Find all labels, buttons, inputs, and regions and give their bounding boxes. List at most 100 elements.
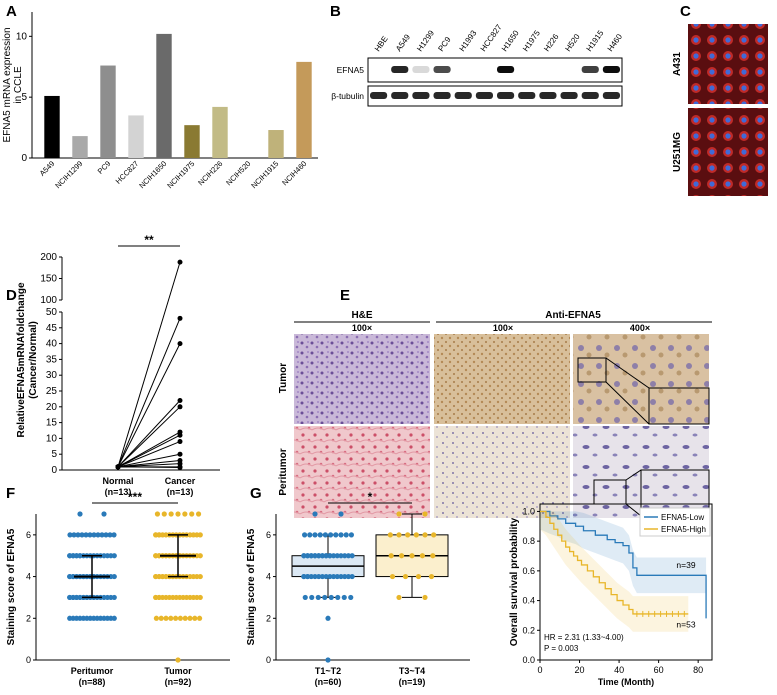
- lane-label: H226: [542, 32, 561, 53]
- data-point: [430, 553, 436, 559]
- data-point: [187, 615, 193, 621]
- blot-tubulin-frame: [367, 85, 623, 107]
- panel-e-ihc-images: H&E Anti-EFNA5 100× 100× 400× Tumor Peritumor: [278, 310, 712, 518]
- data-point: [197, 594, 203, 601]
- y-tick-label: 0: [21, 153, 27, 164]
- data-point: [301, 553, 307, 559]
- y-tick-label: 2: [26, 613, 31, 623]
- mag-label-3: 400×: [630, 323, 650, 333]
- data-point: [99, 532, 105, 538]
- panel-label-b: B: [330, 3, 341, 20]
- data-point: [431, 532, 437, 538]
- significance-text: *: [368, 490, 373, 504]
- lane-label: H1299: [415, 28, 436, 53]
- zoom-box-small-tumor: [577, 357, 607, 383]
- data-point: [402, 573, 409, 580]
- x-tick-label-1-line0: Tumor: [164, 666, 192, 676]
- data-point: [328, 532, 334, 538]
- data-point: [396, 532, 402, 538]
- data-point: [168, 511, 174, 517]
- pair-line: [117, 343, 181, 468]
- panel-d-paired-plot: 05101520253035404550100150200Normal(n=13…: [16, 233, 220, 497]
- data-point: [338, 553, 344, 559]
- lane-label: PC9: [436, 35, 453, 53]
- x-tick-label-0-line1: (n=60): [315, 677, 342, 687]
- y-tick-label: 4: [26, 572, 31, 582]
- data-point: [348, 594, 354, 601]
- x-tick-label-1-line0: T3~T4: [399, 666, 425, 676]
- panel-label-c: C: [680, 3, 691, 20]
- data-point: [422, 532, 428, 538]
- data-point: [173, 615, 179, 621]
- y-tick-label: 150: [40, 274, 57, 285]
- data-point: [75, 532, 81, 538]
- y-tick-label: 0.6: [522, 566, 535, 576]
- data-point: [158, 615, 164, 621]
- data-point: [111, 594, 117, 601]
- n-label-low: n=39: [676, 560, 695, 570]
- data-point: [197, 573, 203, 580]
- x-tick-label-1-line1: (n=13): [167, 487, 194, 497]
- data-point: [322, 594, 328, 601]
- data-point: [341, 594, 347, 601]
- y-axis-label: RelativeEFNA5mRNAfoldchange: [16, 282, 27, 437]
- ihc-image-r0-c2: [573, 334, 709, 424]
- data-point: [301, 573, 307, 580]
- band-tubulin-H460: [602, 92, 620, 99]
- point-cancer: [177, 315, 183, 321]
- data-point: [161, 511, 167, 517]
- data-point: [304, 553, 311, 559]
- km-curve-EFNA5-High: [540, 510, 689, 615]
- data-point: [345, 553, 352, 559]
- data-point: [316, 553, 322, 559]
- x-tick-label: A549: [38, 159, 57, 178]
- lane-label: H1650: [500, 28, 521, 53]
- pair-line: [117, 400, 181, 468]
- legend-label: EFNA5-Low: [661, 513, 704, 522]
- y-tick-label: 25: [46, 386, 58, 397]
- pair-line: [117, 466, 181, 468]
- data-point: [399, 553, 405, 559]
- data-point: [175, 511, 181, 517]
- pair-line: [117, 441, 181, 468]
- x-tick-label-0-line1: (n=13): [105, 487, 132, 497]
- y-tick-label: 0.0: [522, 655, 535, 665]
- legend-box: [639, 507, 711, 537]
- data-point: [330, 553, 337, 559]
- data-point: [77, 553, 83, 559]
- bar-PC9: [100, 65, 116, 158]
- band-tubulin-H1650: [497, 92, 515, 99]
- band-tubulin-H520: [560, 92, 578, 99]
- data-point: [168, 615, 174, 621]
- bar-NCIH1915: [268, 130, 284, 158]
- data-point: [388, 553, 394, 559]
- band-tubulin-H1299: [412, 92, 430, 99]
- band-tubulin-H1915: [581, 92, 599, 99]
- data-point: [154, 511, 161, 517]
- data-point: [197, 532, 203, 538]
- data-point: [389, 573, 396, 580]
- data-point: [348, 532, 354, 538]
- data-point: [396, 511, 402, 517]
- annotation-hr: HR = 2.31 (1.33~4.00): [544, 633, 624, 642]
- data-point: [307, 532, 313, 538]
- bar-NCIH226: [212, 106, 228, 158]
- data-point: [415, 573, 422, 580]
- data-point: [349, 573, 355, 580]
- data-point: [101, 511, 107, 517]
- lane-label: H460: [606, 32, 625, 53]
- y-tick-label: 5: [51, 449, 57, 460]
- data-point: [422, 594, 428, 601]
- ihc-image-r0-c1: [434, 334, 570, 424]
- x-tick-label: NCIH520: [224, 159, 252, 187]
- panel-label-e: E: [340, 287, 350, 304]
- data-point: [330, 573, 337, 580]
- y-tick-label: 50: [46, 307, 58, 318]
- data-point: [77, 511, 83, 517]
- data-point: [83, 532, 89, 538]
- data-point: [316, 573, 322, 580]
- data-point: [182, 615, 188, 621]
- data-point: [405, 532, 411, 538]
- data-point: [302, 594, 308, 601]
- mag-label-1: 100×: [352, 323, 372, 333]
